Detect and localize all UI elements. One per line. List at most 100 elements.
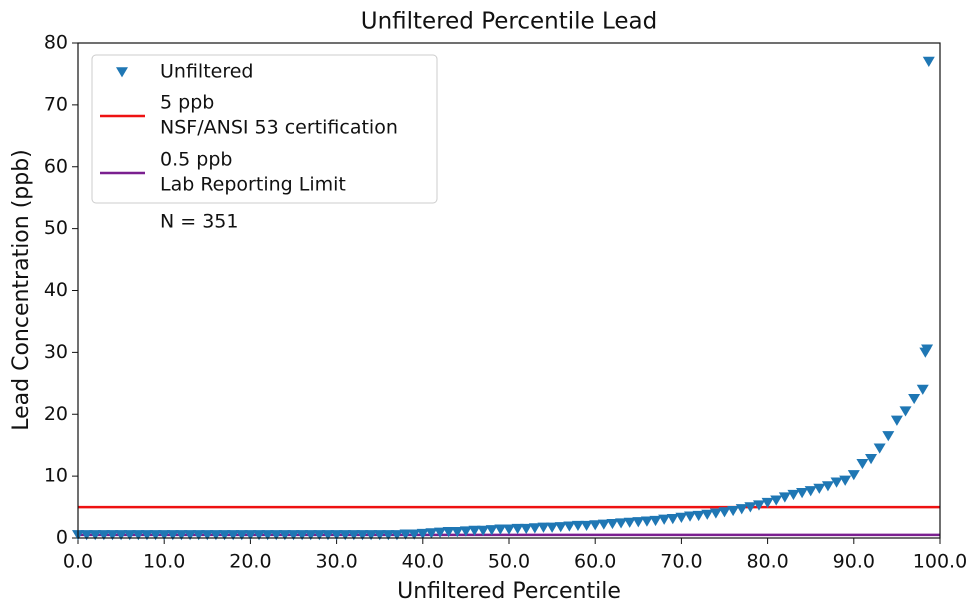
data-point — [778, 492, 791, 503]
x-tick-label: 0.0 — [63, 551, 93, 573]
chart-title: Unfiltered Percentile Lead — [361, 9, 658, 35]
data-point — [916, 384, 929, 395]
data-point — [718, 507, 731, 518]
data-point — [649, 515, 662, 527]
data-point — [459, 526, 472, 537]
data-point — [727, 505, 740, 517]
data-point — [209, 530, 222, 541]
data-point — [873, 443, 886, 454]
data-point — [830, 477, 843, 488]
data-point — [658, 514, 671, 525]
data-point — [89, 530, 102, 541]
data-point — [278, 530, 291, 541]
data-point — [382, 530, 395, 541]
data-point — [399, 529, 412, 540]
data-point — [520, 523, 533, 535]
legend-label: 5 ppb — [160, 92, 214, 114]
data-point — [615, 518, 628, 529]
legend-box — [91, 54, 438, 204]
data-point — [571, 520, 584, 532]
data-point — [390, 530, 403, 541]
data-point — [494, 524, 507, 535]
data-point — [477, 525, 490, 536]
data-point — [580, 520, 593, 532]
data-point — [684, 511, 697, 522]
data-point — [80, 530, 93, 541]
data-point — [115, 530, 128, 541]
data-point — [373, 530, 386, 541]
data-point — [597, 519, 610, 530]
data-point — [347, 530, 360, 541]
legend-label: Lab Reporting Limit — [160, 174, 346, 196]
data-point — [735, 504, 748, 515]
y-tick-label: 0 — [56, 527, 68, 549]
data-point — [882, 431, 895, 442]
plot-frame — [77, 42, 941, 539]
data-point — [856, 458, 869, 470]
data-point — [563, 521, 576, 532]
data-point — [123, 530, 136, 541]
data-point — [408, 529, 421, 540]
data-point — [821, 481, 834, 492]
data-point — [321, 530, 334, 541]
data-point — [244, 530, 257, 541]
data-point — [623, 517, 636, 528]
x-tick-label: 10.0 — [143, 551, 185, 573]
legend-label: 0.5 ppb — [160, 149, 232, 171]
data-point — [339, 530, 352, 541]
data-point — [899, 406, 912, 417]
x-tick-label: 50.0 — [488, 551, 530, 573]
annotation: N = 351 — [160, 211, 238, 233]
data-point — [701, 509, 714, 520]
x-tick-label: 20.0 — [229, 551, 271, 573]
data-point — [287, 530, 300, 541]
data-point — [330, 530, 343, 541]
y-tick-label: 40 — [44, 279, 68, 301]
data-point — [528, 523, 541, 534]
y-tick-label: 20 — [44, 403, 68, 425]
data-point — [666, 514, 679, 525]
data-point — [313, 530, 326, 541]
data-point — [511, 523, 524, 535]
x-tick-label: 80.0 — [746, 551, 788, 573]
data-point — [468, 525, 481, 536]
data-point — [296, 530, 309, 541]
data-point — [192, 530, 205, 541]
data-point — [839, 475, 852, 486]
x-axis-label: Unfiltered Percentile — [397, 579, 621, 604]
data-point — [304, 530, 317, 541]
data-point — [606, 518, 619, 530]
x-tick-label: 60.0 — [574, 551, 616, 573]
y-tick-label: 80 — [44, 32, 68, 54]
data-point — [537, 522, 550, 533]
y-axis-label: Lead Concentration (ppb) — [9, 149, 34, 431]
data-point — [847, 470, 860, 481]
data-point — [132, 530, 145, 541]
data-point — [97, 530, 110, 541]
data-point — [425, 528, 438, 539]
data-point — [451, 527, 464, 538]
data-point — [175, 530, 188, 541]
data-point — [201, 530, 214, 541]
data-point — [752, 500, 765, 511]
data-point — [140, 530, 153, 541]
data-point — [796, 488, 809, 499]
data-point — [640, 516, 653, 527]
data-point — [744, 502, 757, 513]
data-point — [253, 530, 266, 541]
data-point — [149, 530, 162, 541]
data-point — [589, 520, 602, 531]
y-tick-label: 10 — [44, 465, 68, 487]
data-point — [709, 508, 722, 519]
legend-marker — [116, 67, 128, 78]
data-point — [908, 393, 921, 405]
data-point — [546, 522, 559, 533]
x-tick-label: 70.0 — [660, 551, 702, 573]
data-point — [365, 530, 378, 541]
data-point — [356, 530, 369, 541]
data-point — [235, 530, 248, 541]
data-point — [158, 530, 171, 541]
y-tick-label: 30 — [44, 341, 68, 363]
data-point — [770, 495, 783, 506]
